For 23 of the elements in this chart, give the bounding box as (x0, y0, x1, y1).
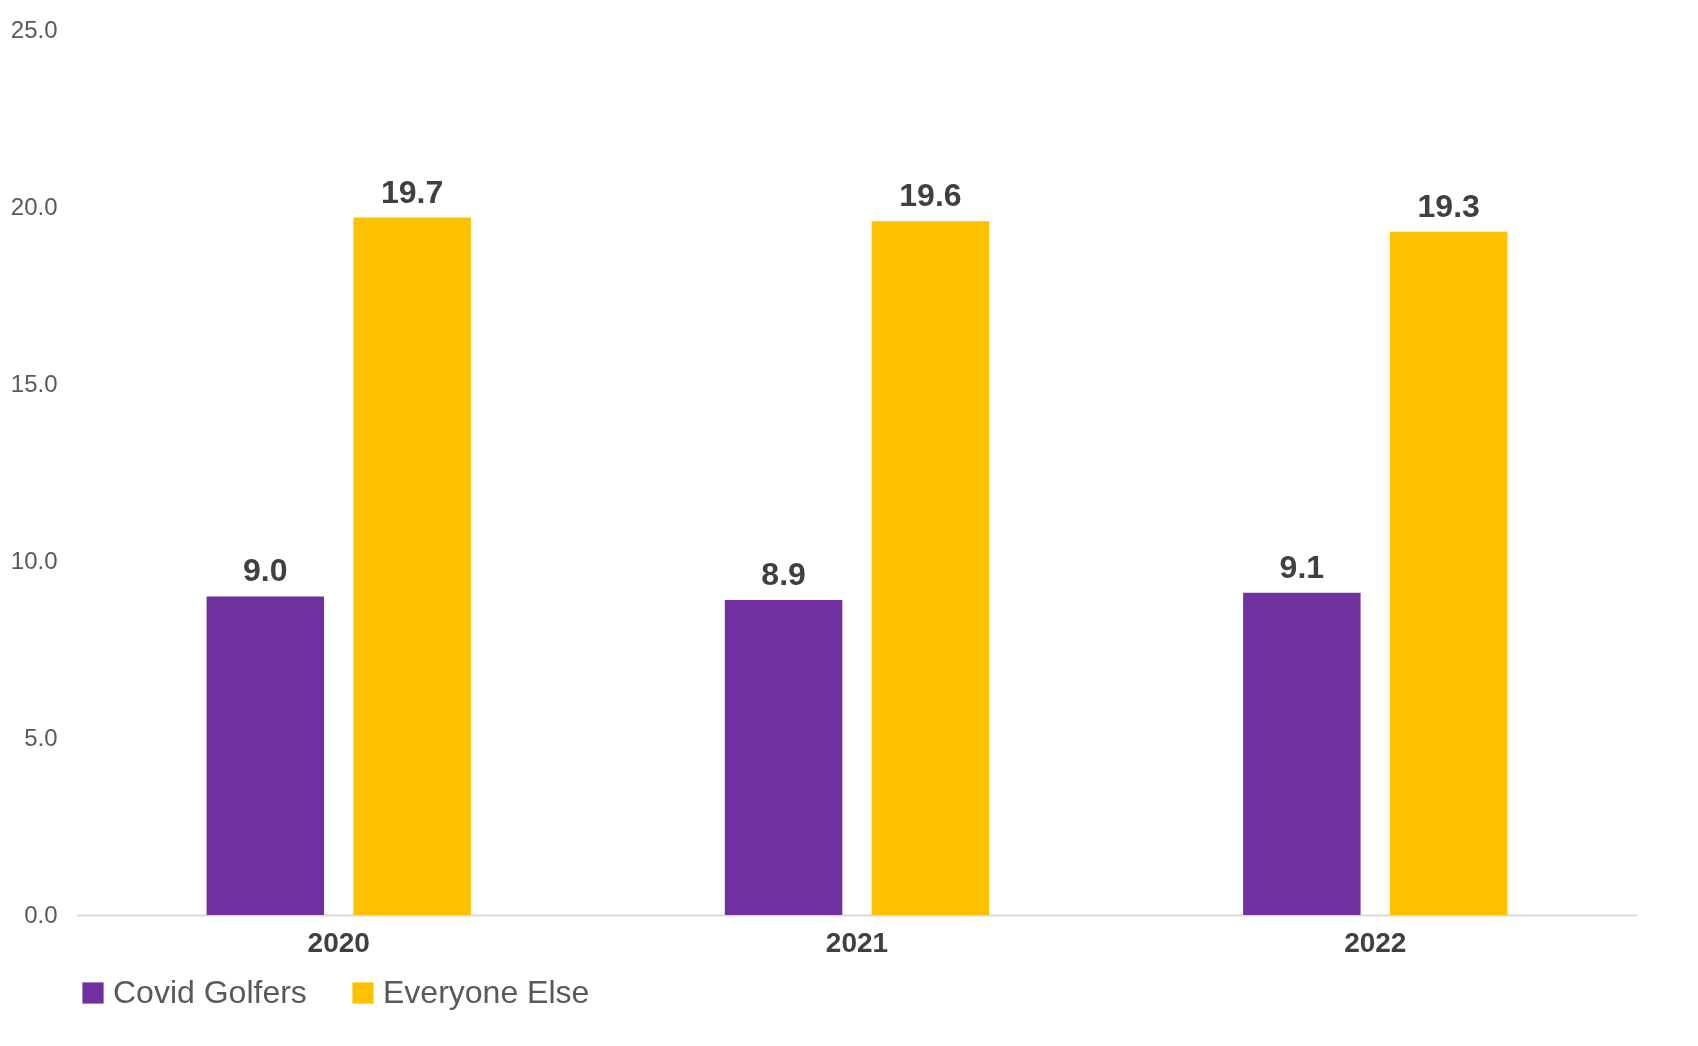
bar (1389, 231, 1508, 915)
x-tick-label: 2020 (307, 926, 370, 958)
bar (1243, 592, 1361, 915)
y-tick-label: 0.0 (24, 900, 58, 928)
legend-label: Everyone Else (383, 974, 590, 1010)
bar (871, 221, 990, 915)
x-tick-label: 2022 (1344, 926, 1407, 958)
legend-label: Covid Golfers (113, 974, 307, 1010)
bar (206, 596, 325, 915)
bar (353, 217, 471, 915)
data-label: 9.1 (1279, 548, 1325, 585)
data-label: 19.6 (899, 177, 962, 214)
data-label: 9.0 (243, 552, 288, 589)
y-tick-label: 5.0 (24, 723, 58, 751)
y-tick-label: 10.0 (10, 546, 58, 574)
data-label: 19.7 (381, 173, 444, 210)
y-tick-label: 25.0 (10, 15, 58, 43)
y-tick-label: 20.0 (10, 192, 58, 220)
bar (724, 599, 843, 915)
data-label: 8.9 (761, 555, 806, 592)
x-tick-label: 2021 (825, 926, 889, 958)
data-label: 19.3 (1417, 187, 1480, 224)
y-tick-label: 15.0 (10, 369, 58, 397)
